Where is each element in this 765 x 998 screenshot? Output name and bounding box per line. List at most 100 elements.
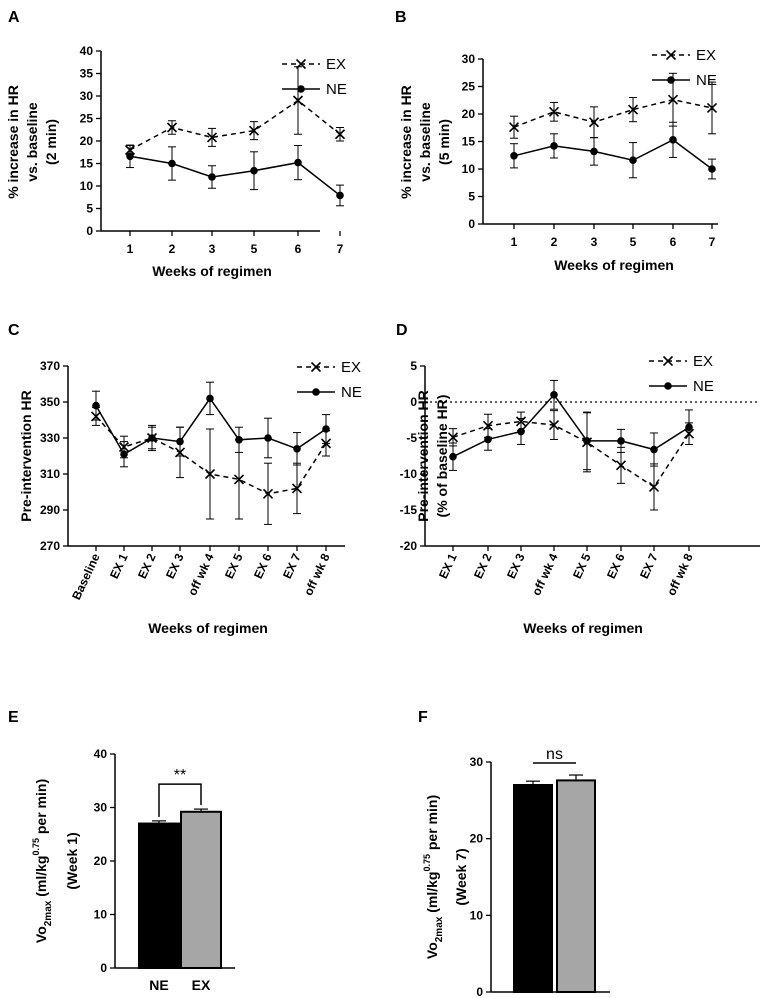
series-ex <box>447 410 695 511</box>
data-point-ne <box>590 147 598 156</box>
y-tick-label: 330 <box>40 431 60 445</box>
y-axis-title: vs. baseline <box>417 102 433 182</box>
x-tick-label: 6 <box>670 235 677 249</box>
legend-label-ne: NE <box>341 384 362 401</box>
legend-marker-ex-stroke2 <box>662 355 674 367</box>
y-tick-label: 20 <box>94 854 108 868</box>
x-axis-title: Weeks of regimen <box>554 257 674 273</box>
x-axis-title: Weeks of regimen <box>148 620 268 636</box>
x-tick-label: EX <box>192 977 211 993</box>
data-point-ex-stroke2 <box>648 481 660 493</box>
y-axis-title-sup: 0.75 <box>31 838 41 856</box>
data-point-ex-stroke2 <box>233 474 245 485</box>
y-tick-label: 30 <box>462 52 476 66</box>
y-tick-label: 5 <box>468 190 475 204</box>
y-tick-label: 350 <box>40 395 60 409</box>
legend-label-ex: EX <box>341 359 361 376</box>
panel-label: D <box>396 322 408 339</box>
x-tick-label: EX 3 <box>163 551 187 581</box>
y-tick-label: 10 <box>462 162 476 176</box>
y-tick-label: -15 <box>400 503 418 517</box>
data-point-ne <box>92 401 100 410</box>
x-tick-label: EX 5 <box>222 551 246 581</box>
y-tick-label: 25 <box>80 112 94 126</box>
panel-e: E 0 10 20 30 40 NE EX ** Vo2max (ml/kg0.75 per mi… <box>8 709 235 993</box>
y-tick-label: 20 <box>470 832 484 846</box>
series-line-ne <box>513 138 713 170</box>
data-point-ne <box>669 136 677 144</box>
panel-b: B 0 5 10 15 20 25 30 1 2 3 5 6 7 Weeks of regimen % inc… <box>395 9 718 273</box>
y-axis-title-sub: 2max <box>434 916 445 942</box>
x-tick-label: EX 2 <box>135 551 159 581</box>
legend-label-ne: NE <box>326 81 347 98</box>
y-axis-title: (2 min) <box>43 119 59 165</box>
data-point-ne <box>336 191 344 200</box>
data-point-ne <box>294 158 302 167</box>
y-tick-label: 30 <box>94 801 108 815</box>
series-line-ne <box>452 393 690 458</box>
series-line-ne <box>129 155 341 197</box>
panel-d: D -20 -15 -10 -5 0 5 EX 1 EX 2 EX 3 off wk 4 EX 5 EX… <box>396 322 760 636</box>
data-point-ex-stroke2 <box>291 483 303 494</box>
legend-marker-ne <box>667 76 675 84</box>
series-line-ne <box>95 397 327 456</box>
x-tick-label: EX 7 <box>280 551 304 581</box>
y-tick-label: 10 <box>80 179 94 193</box>
series-line-ex <box>95 415 327 495</box>
series-line-ex <box>513 98 713 128</box>
legend-label-ne: NE <box>696 72 717 89</box>
data-point-ex-stroke2 <box>166 122 178 133</box>
y-axis-title-sub: 2max <box>43 900 54 926</box>
data-point-ne <box>293 445 301 453</box>
y-tick-label: 35 <box>80 67 94 81</box>
data-point-ex-stroke2 <box>548 419 560 431</box>
y-axis-title-week: (Week 1) <box>64 832 80 889</box>
data-point-ex-stroke2 <box>588 117 600 128</box>
y-tick-label: 30 <box>470 755 484 769</box>
series-ne <box>92 381 330 468</box>
legend: EX NE <box>297 359 362 401</box>
data-point-ne <box>617 437 625 445</box>
panel-label: F <box>418 709 428 726</box>
data-point-ex-stroke2 <box>615 460 627 471</box>
legend-label-ne: NE <box>693 378 714 395</box>
data-point-ne <box>176 437 184 446</box>
y-tick-label: 25 <box>462 80 476 94</box>
data-point-ne <box>685 423 693 432</box>
y-tick-label: 370 <box>40 359 60 373</box>
legend-marker-ne <box>297 85 305 93</box>
bar-ne <box>513 784 553 993</box>
series-line-ex <box>129 99 341 151</box>
y-axis-title-rest: per min) <box>424 795 440 854</box>
y-tick-label: 15 <box>462 135 476 149</box>
x-tick-label: 3 <box>209 242 216 256</box>
y-tick-label: 0 <box>100 961 107 975</box>
data-point-ex-stroke2 <box>447 432 459 443</box>
x-tick-label: 2 <box>169 242 176 256</box>
bar-ex <box>556 779 596 994</box>
significance-label: ns <box>546 746 563 763</box>
x-tick-label: EX 2 <box>471 551 495 581</box>
y-axis-title: Vo2max (ml/kg0.75 per min) <box>31 779 54 943</box>
legend-marker-ex-stroke2 <box>665 49 677 61</box>
panel-label: C <box>8 322 20 339</box>
y-axis-title-vo: Vo <box>33 926 49 943</box>
data-point-ne <box>629 156 637 164</box>
series-ne <box>126 144 344 207</box>
y-axis-title-vo: Vo <box>424 942 440 959</box>
y-axis-title: % increase in HR <box>398 85 414 199</box>
x-tick-label: EX 1 <box>436 551 460 581</box>
bar-ex <box>180 810 222 970</box>
x-tick-label: EX 7 <box>637 551 661 581</box>
x-tick-label: NE <box>149 977 168 993</box>
y-tick-label: 20 <box>462 107 476 121</box>
y-tick-label: 0 <box>468 217 475 231</box>
legend-label-ex: EX <box>326 56 346 73</box>
data-point-ex-stroke2 <box>206 132 218 143</box>
y-tick-label: 0 <box>410 395 417 409</box>
data-point-ne <box>235 436 243 444</box>
data-point-ne <box>484 435 492 444</box>
data-point-ne <box>120 450 128 459</box>
